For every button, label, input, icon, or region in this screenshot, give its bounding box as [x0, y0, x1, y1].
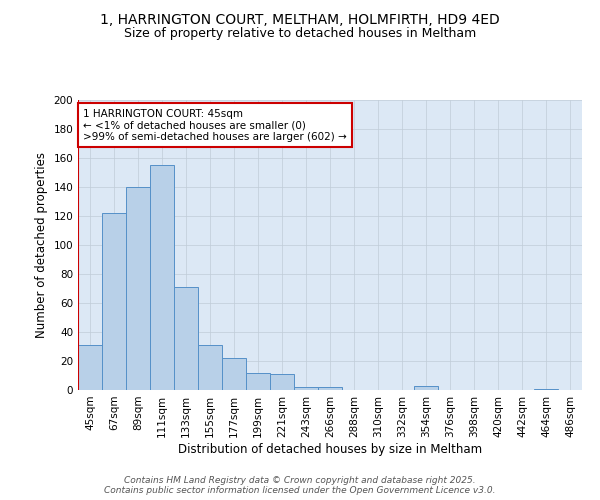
Bar [294, 387, 318, 390]
Bar [78, 345, 102, 390]
Bar [102, 213, 126, 390]
Bar [270, 374, 294, 390]
Bar [246, 372, 270, 390]
Bar [222, 358, 246, 390]
Text: 1, HARRINGTON COURT, MELTHAM, HOLMFIRTH, HD9 4ED: 1, HARRINGTON COURT, MELTHAM, HOLMFIRTH,… [100, 12, 500, 26]
Bar [198, 345, 222, 390]
Bar [318, 387, 342, 390]
Bar [534, 388, 558, 390]
X-axis label: Distribution of detached houses by size in Meltham: Distribution of detached houses by size … [178, 442, 482, 456]
Bar [126, 187, 150, 390]
Bar [414, 386, 438, 390]
Text: Size of property relative to detached houses in Meltham: Size of property relative to detached ho… [124, 28, 476, 40]
Bar [174, 287, 198, 390]
Text: Contains HM Land Registry data © Crown copyright and database right 2025.
Contai: Contains HM Land Registry data © Crown c… [104, 476, 496, 495]
Bar [150, 165, 174, 390]
Text: 1 HARRINGTON COURT: 45sqm
← <1% of detached houses are smaller (0)
>99% of semi-: 1 HARRINGTON COURT: 45sqm ← <1% of detac… [83, 108, 347, 142]
Y-axis label: Number of detached properties: Number of detached properties [35, 152, 48, 338]
